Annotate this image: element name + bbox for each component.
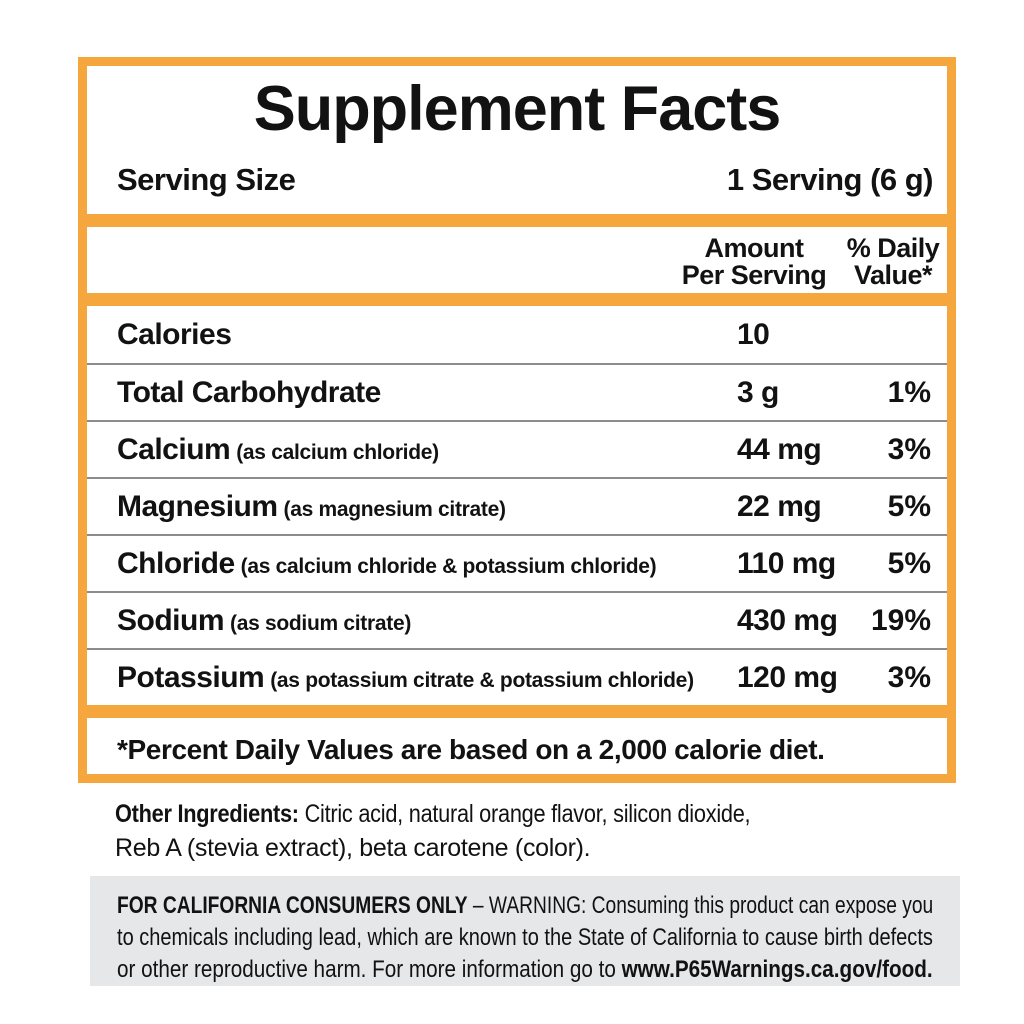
warning-text: – WARNING: Consuming this product can ex… — [467, 892, 934, 919]
nutrient-name: Calories — [117, 317, 232, 351]
nutrient-amount: 3 g — [737, 375, 779, 409]
nutrient-source-detail: (as sodium citrate) — [230, 611, 412, 635]
nutrient-source-detail: (as calcium chloride & potassium chlorid… — [240, 554, 657, 578]
column-header-amount: Amount Per Serving — [681, 233, 827, 290]
column-header-daily-value: % Daily Value* — [846, 233, 940, 290]
separator-bar-header — [87, 293, 947, 306]
other-ingredients-text: Reb A (stevia extract), beta carotene (c… — [115, 834, 591, 862]
nutrient-daily-value: 19% — [870, 603, 931, 637]
nutrient-daily-value: 5% — [887, 546, 931, 580]
nutrient-name-cell: Calories — [87, 318, 737, 352]
nutrient-source-detail: (as magnesium citrate) — [283, 497, 506, 521]
column-header-row: Amount Per Serving % Daily Value* — [87, 227, 947, 293]
nutrient-name-cell: Magnesium (as magnesium citrate) — [87, 490, 737, 524]
nutrient-name: Chloride — [117, 546, 235, 580]
supplement-facts-panel: Supplement Facts Serving Size 1 Serving … — [78, 57, 956, 783]
nutrient-amount: 22 mg — [737, 489, 822, 523]
separator-bar-top — [87, 214, 947, 227]
nutrient-amount: 10 — [737, 317, 770, 351]
nutrient-source-detail: (as potassium citrate & potassium chlori… — [270, 668, 694, 692]
other-ingredients-text: Citric acid, natural orange flavor, sili… — [298, 800, 751, 828]
nutrient-row: Sodium (as sodium citrate) 430 mg 19% — [87, 591, 947, 648]
nutrient-name-cell: Total Carbohydrate — [87, 376, 737, 410]
serving-size-value: 1 Serving (6 g) — [726, 162, 934, 197]
other-ingredients-label: Other Ingredients: — [115, 800, 299, 828]
nutrient-row: Total Carbohydrate 3 g 1% — [87, 363, 947, 420]
nutrient-name: Magnesium — [117, 489, 278, 523]
nutrient-daily-value: 3% — [887, 660, 931, 694]
nutrient-source-detail: (as calcium chloride) — [236, 440, 439, 464]
panel-title: Supplement Facts — [253, 74, 782, 144]
serving-size-label: Serving Size — [117, 162, 296, 197]
nutrient-name-cell: Chloride (as calcium chloride & potassium… — [87, 547, 737, 581]
nutrient-row: Chloride (as calcium chloride & potassium… — [87, 534, 947, 591]
nutrient-amount: 430 mg — [737, 603, 838, 637]
nutrient-daily-value: 1% — [887, 375, 931, 409]
nutrient-name: Sodium — [117, 603, 225, 637]
daily-value-footnote: *Percent Daily Values are based on a 2,0… — [117, 734, 825, 765]
warning-bold-prefix: FOR CALIFORNIA CONSUMERS ONLY — [117, 892, 468, 919]
california-warning-box: FOR CALIFORNIA CONSUMERS ONLY – WARNING:… — [90, 876, 960, 986]
nutrient-name-cell: Potassium (as potassium citrate & potassi… — [87, 661, 737, 695]
nutrient-name-cell: Calcium (as calcium chloride) — [87, 433, 737, 467]
serving-size-row: Serving Size 1 Serving (6 g) — [87, 162, 947, 198]
warning-line: to chemicals including lead, which are k… — [117, 922, 933, 954]
other-ingredients-line: Other Ingredients: Citric acid, natural … — [115, 797, 751, 831]
nutrient-name: Calcium — [117, 432, 231, 466]
nutrient-rows: Calories 10 Total Carbohydrate 3 g 1% — [87, 306, 947, 705]
warning-url: www.P65Warnings.ca.gov/food. — [621, 956, 933, 983]
nutrient-name: Total Carbohydrate — [117, 375, 381, 409]
nutrient-name: Potassium — [117, 660, 265, 694]
separator-bar-bottom — [87, 705, 947, 718]
nutrient-row: Potassium (as potassium citrate & potassi… — [87, 648, 947, 705]
nutrient-daily-value: 5% — [887, 489, 931, 523]
nutrient-row: Magnesium (as magnesium citrate) 22 mg 5% — [87, 477, 947, 534]
warning-line: or other reproductive harm. For more inf… — [117, 954, 933, 986]
other-ingredients: Other Ingredients: Citric acid, natural … — [115, 797, 751, 865]
nutrient-amount: 110 mg — [737, 546, 836, 580]
nutrient-amount: 120 mg — [737, 660, 838, 694]
warning-line: FOR CALIFORNIA CONSUMERS ONLY – WARNING:… — [117, 890, 933, 922]
other-ingredients-line: Reb A (stevia extract), beta carotene (c… — [115, 831, 750, 865]
nutrient-daily-value: 3% — [887, 432, 931, 466]
nutrient-name-cell: Sodium (as sodium citrate) — [87, 604, 737, 638]
nutrient-row: Calories 10 — [87, 306, 947, 363]
nutrient-amount: 44 mg — [737, 432, 822, 466]
nutrient-row: Calcium (as calcium chloride) 44 mg 3% — [87, 420, 947, 477]
warning-text: to chemicals including lead, which are k… — [117, 924, 933, 951]
warning-text: or other reproductive harm. For more inf… — [117, 956, 622, 983]
